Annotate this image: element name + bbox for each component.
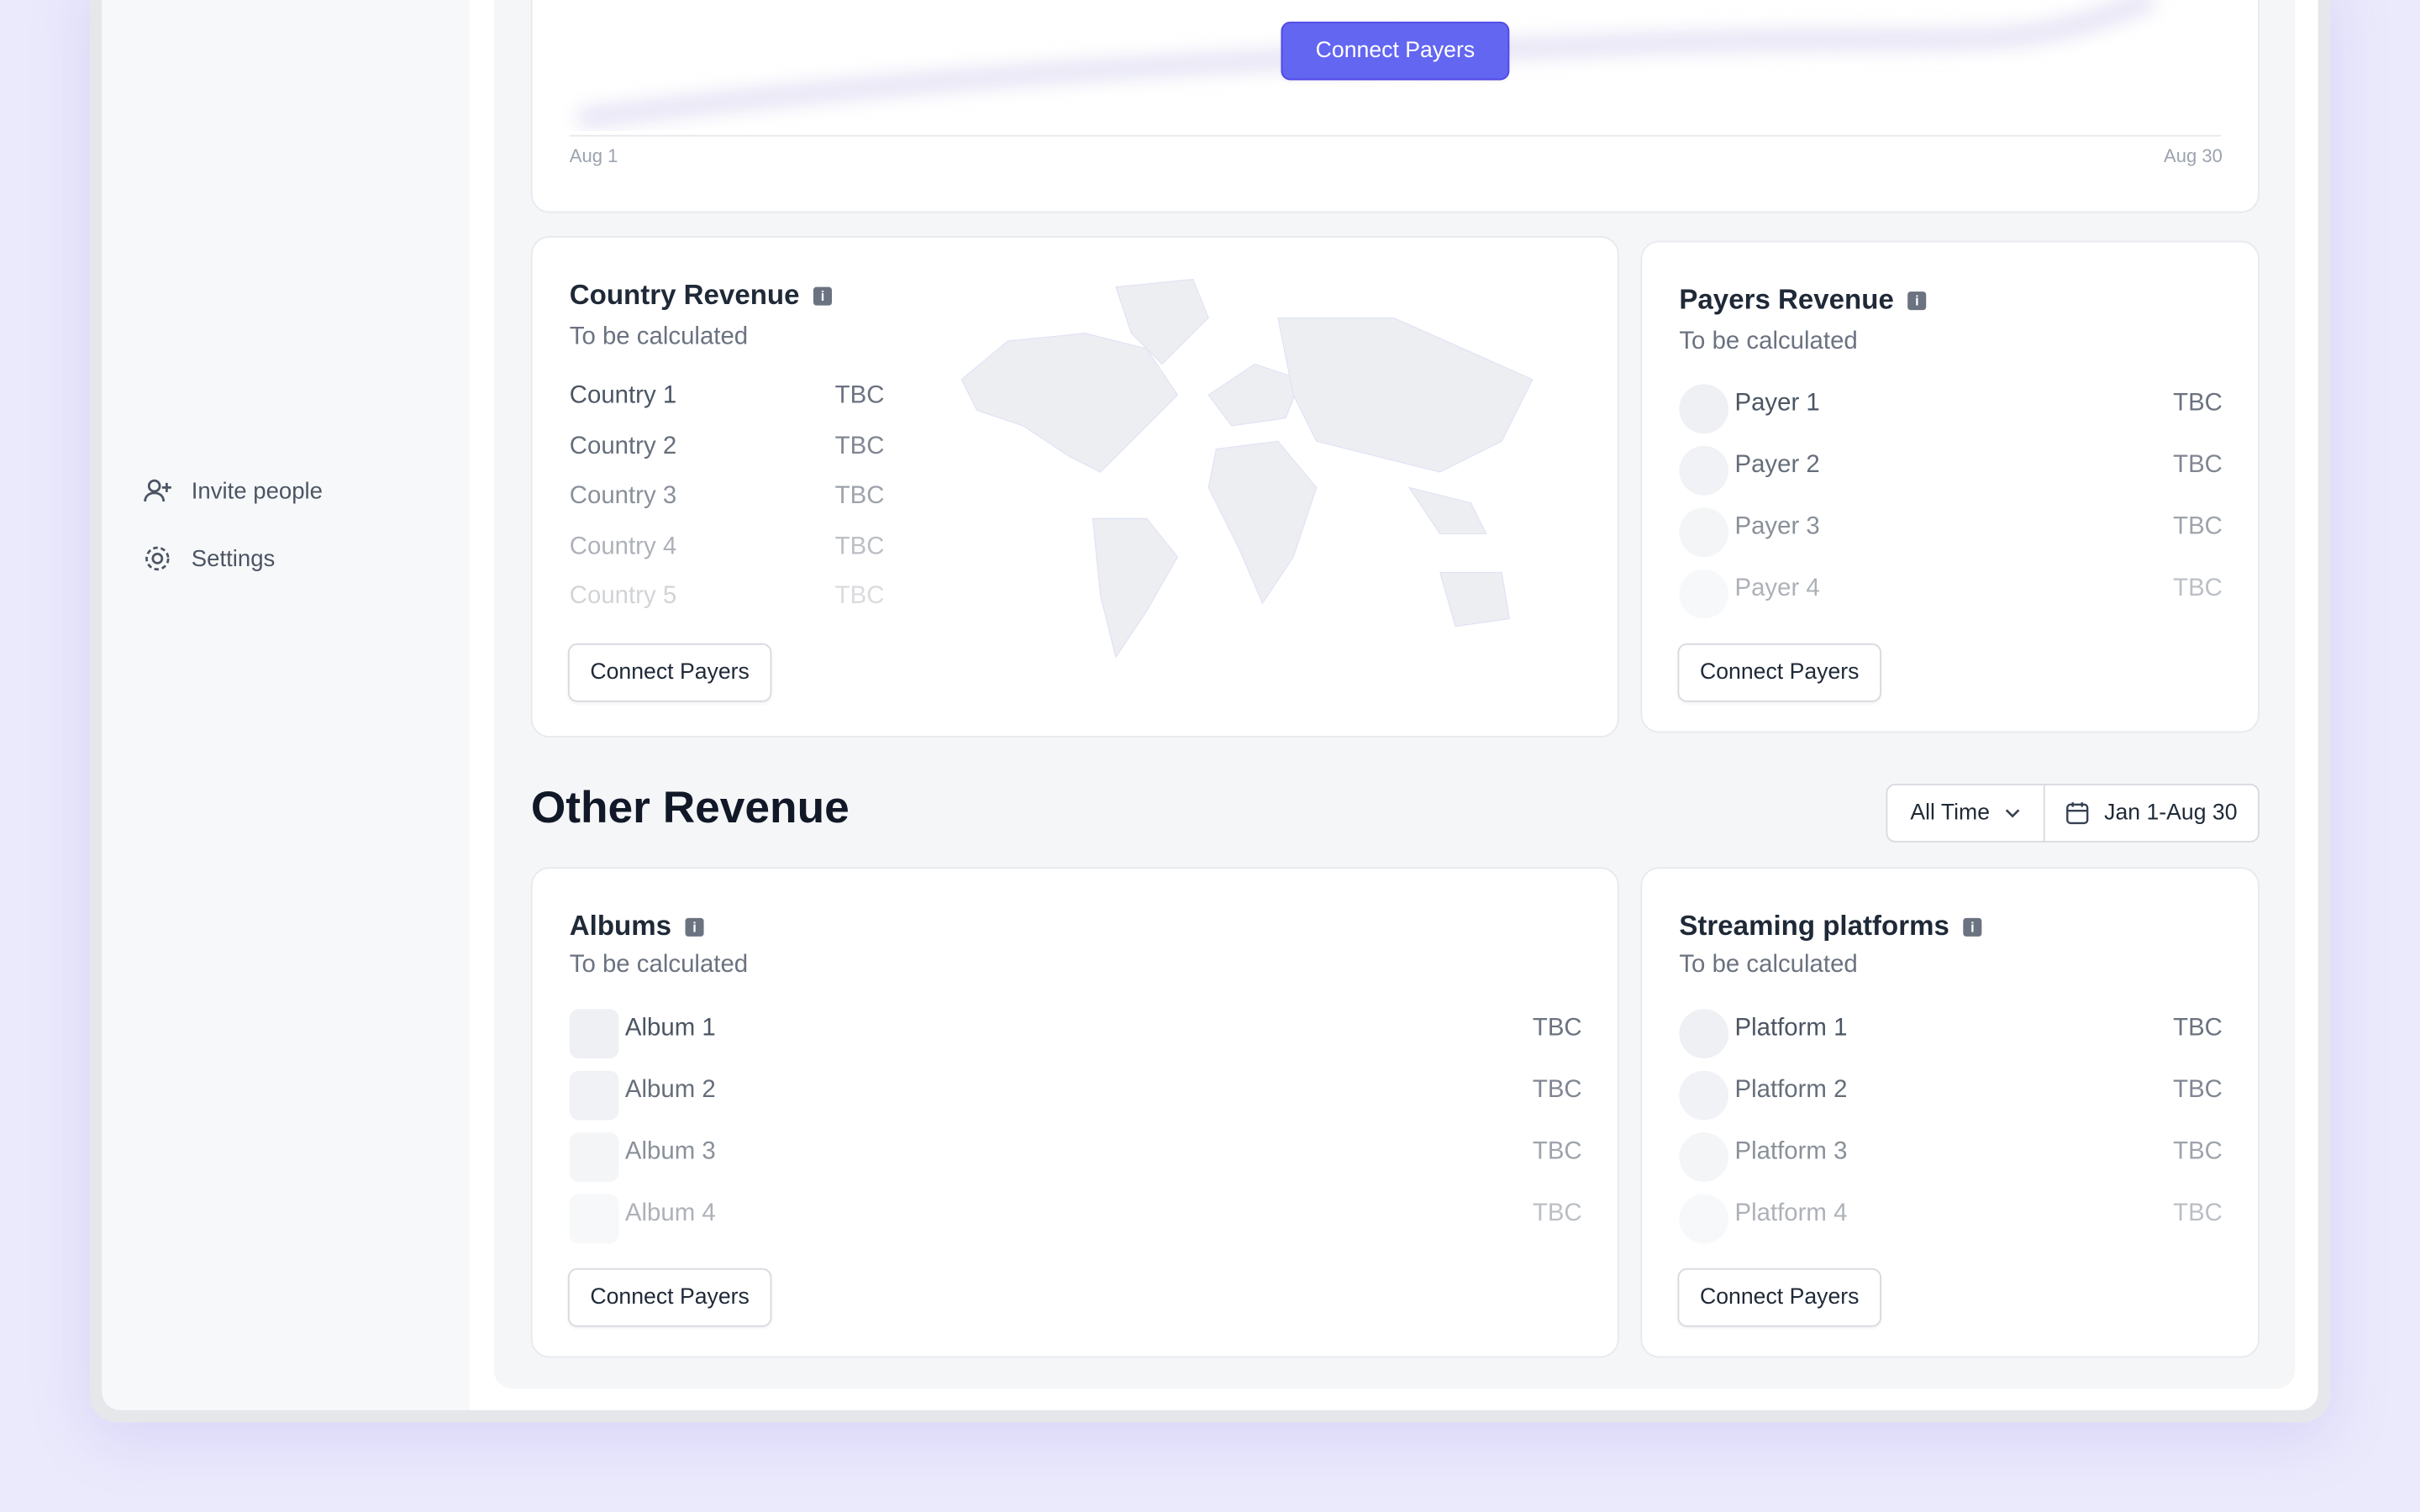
date-range-label: Jan 1-Aug 30 xyxy=(2104,801,2238,826)
row-value: TBC xyxy=(2173,1077,2223,1104)
country-card: Country Revenue i To be calculated Connec… xyxy=(530,236,1619,738)
card-title: Streaming platforms xyxy=(1679,910,1949,942)
nav-item[interactable]: Settings xyxy=(142,543,275,575)
world-map xyxy=(960,278,1534,659)
row-name: Album 4 xyxy=(624,1200,716,1227)
avatar xyxy=(1679,1132,1729,1182)
date-filter: All Time Jan 1-Aug 30 xyxy=(1886,784,2260,843)
row-name: Payer 3 xyxy=(1734,513,1820,540)
row-name: Album 1 xyxy=(624,1015,716,1042)
x-axis-label: Aug 30 xyxy=(2164,144,2223,167)
row-name: Country 2 xyxy=(569,433,677,459)
row-name: Country 5 xyxy=(569,583,677,610)
row-name: Payer 1 xyxy=(1734,390,1820,417)
row-value: TBC xyxy=(1532,1138,1582,1165)
period-label: All Time xyxy=(1910,801,1991,826)
row-name: Platform 4 xyxy=(1734,1200,1848,1227)
avatar xyxy=(1679,507,1729,558)
row-value: TBC xyxy=(2173,390,2223,417)
row-name: Album 3 xyxy=(624,1138,716,1165)
card-title: Country Revenue xyxy=(569,279,800,311)
row-value: TBC xyxy=(2173,513,2223,540)
info-icon[interactable]: i xyxy=(1907,291,1927,310)
card-subtitle: To be calculated xyxy=(569,952,749,979)
row-value: TBC xyxy=(834,382,885,409)
row-value: TBC xyxy=(834,482,885,510)
avatar xyxy=(569,1132,619,1182)
card-subtitle: To be calculated xyxy=(1679,328,1858,355)
avatar xyxy=(1679,445,1729,496)
row-name: Payer 4 xyxy=(1734,575,1820,602)
row-value: TBC xyxy=(1532,1077,1582,1104)
card-subtitle: To be calculated xyxy=(1679,952,1858,979)
calendar-icon xyxy=(2066,802,2090,825)
row-value: TBC xyxy=(2173,452,2223,479)
connect-button[interactable]: Connect Payers xyxy=(1677,1268,1881,1327)
row-name: Platform 3 xyxy=(1734,1138,1848,1165)
avatar xyxy=(569,1070,619,1121)
connect-button[interactable]: Connect Payers xyxy=(1677,643,1881,702)
period-select[interactable]: All Time xyxy=(1887,785,2045,842)
avatar xyxy=(1679,384,1729,434)
albums-card: Albums i To be calculated Connect Payers … xyxy=(530,867,1619,1358)
row-name: Platform 2 xyxy=(1734,1077,1848,1104)
card-subtitle: To be calculated xyxy=(569,323,749,350)
info-icon[interactable]: i xyxy=(1963,916,1982,936)
row-name: Country 3 xyxy=(569,482,677,510)
row-name: Country 4 xyxy=(569,533,677,559)
row-value: TBC xyxy=(2173,1015,2223,1042)
connect-button[interactable]: Connect Payers xyxy=(1281,21,1510,81)
row-name: Country 1 xyxy=(569,382,677,409)
card-title: Albums xyxy=(569,910,672,942)
avatar xyxy=(569,1009,619,1059)
nav-item[interactable]: Invite people xyxy=(142,475,323,507)
avatar xyxy=(1679,1194,1729,1244)
row-value: TBC xyxy=(1532,1015,1582,1042)
icon xyxy=(145,546,170,571)
row-value: TBC xyxy=(1532,1200,1582,1227)
row-value: TBC xyxy=(834,533,885,559)
nav-label: Settings xyxy=(191,545,276,572)
nav-label: Invite people xyxy=(191,477,324,504)
avatar xyxy=(1679,1009,1729,1059)
connect-button[interactable]: Connect Payers xyxy=(567,1268,772,1327)
row-name: Platform 1 xyxy=(1734,1015,1848,1042)
avatar xyxy=(569,1194,619,1244)
chart-card: Connect Payers Aug 1 Aug 30 xyxy=(530,0,2260,213)
avatar xyxy=(1679,1070,1729,1121)
connect-button[interactable]: Connect Payers xyxy=(567,643,772,702)
platforms-card: Streaming platforms i To be calculated Co… xyxy=(1640,867,2260,1358)
x-axis-label: Aug 1 xyxy=(569,144,618,167)
info-icon[interactable]: i xyxy=(813,286,833,305)
row-value: TBC xyxy=(2173,1200,2223,1227)
row-value: TBC xyxy=(834,433,885,459)
chevron xyxy=(2006,809,2020,818)
row-value: TBC xyxy=(834,583,885,610)
row-value: TBC xyxy=(2173,1138,2223,1165)
row-value: TBC xyxy=(2173,575,2223,602)
row-name: Album 2 xyxy=(624,1077,716,1104)
row-name: Payer 2 xyxy=(1734,452,1820,479)
date-range[interactable]: Jan 1-Aug 30 xyxy=(2045,785,2258,841)
sidebar xyxy=(102,0,470,1410)
avatar xyxy=(1679,569,1729,619)
icon xyxy=(144,479,171,502)
info-icon[interactable]: i xyxy=(685,916,704,936)
card-title: Payers Revenue xyxy=(1679,283,1894,315)
payers-card: Payers Revenue i To be calculated Connect… xyxy=(1640,240,2260,733)
section-title: Other Revenue xyxy=(530,784,850,833)
